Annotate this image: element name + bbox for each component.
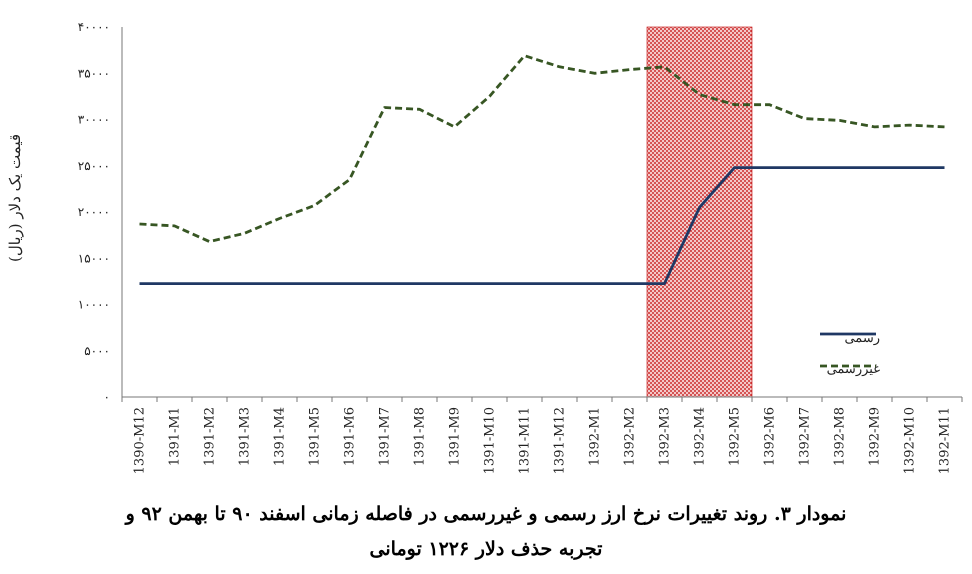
x-tick-label: 1391-M12 — [553, 407, 568, 474]
line-chart: ۰ ۵۰۰۰ ۱۰۰۰۰ ۱۵۰۰۰ ۲۰۰۰۰ ۲۵۰۰۰ ۳۰۰۰۰ ۳۵۰۰۰ ۴۰۰۰۰… — [6, 20, 963, 474]
x-tick-label: 1392-M4 — [693, 407, 708, 466]
highlighted-period — [646, 26, 753, 398]
y-tick-label: ۳۰۰۰۰ — [78, 113, 110, 127]
x-tick-label: 1392-M3 — [658, 407, 673, 466]
legend-label-unofficial: غیررسمی — [827, 362, 881, 377]
figure-caption-line-2: تجربه حذف دلار ۱۲۲۶ تومانی — [369, 538, 603, 560]
x-tick-label: 1391-M10 — [483, 407, 498, 474]
x-tick-label: 1391-M6 — [343, 407, 358, 466]
y-tick-label: ۵۰۰۰ — [84, 344, 110, 358]
y-axis-label: قیمت یک دلار (ریال) — [6, 134, 24, 262]
y-tick-label: ۳۵۰۰۰ — [78, 66, 110, 80]
x-tick-label: 1391-M8 — [413, 407, 428, 466]
x-tick-label: 1391-M7 — [378, 407, 393, 466]
x-tick-label: 1391-M11 — [518, 407, 533, 474]
x-tick-label: 1392-M8 — [833, 407, 848, 466]
legend-label-official: رسمی — [844, 331, 880, 346]
x-tick-label: 1391-M4 — [273, 407, 288, 466]
x-tick-label: 1390-M12 — [133, 407, 148, 474]
y-tick-label: ۲۰۰۰۰ — [78, 205, 110, 219]
y-tick-label: ۱۵۰۰۰ — [78, 251, 110, 265]
x-tick-label: 1392-M11 — [938, 407, 953, 474]
x-tick-label: 1391-M2 — [203, 407, 218, 466]
x-tick-label: 1391-M3 — [238, 407, 253, 466]
official-rate-line — [139, 166, 945, 285]
unofficial-rate-line — [139, 54, 945, 243]
x-tick-label: 1392-M10 — [903, 407, 918, 474]
y-tick-label: ۴۰۰۰۰ — [78, 20, 110, 34]
legend: رسمی غیررسمی — [820, 331, 880, 377]
y-tick-label: ۱۰۰۰۰ — [78, 298, 110, 312]
x-tick-label: 1391-M9 — [448, 407, 463, 466]
y-tick-label: ۲۵۰۰۰ — [78, 159, 110, 173]
x-tick-label: 1391-M5 — [308, 407, 323, 466]
x-tick-label: 1392-M6 — [763, 407, 778, 466]
y-tick-label: ۰ — [104, 390, 110, 404]
x-tick-label: 1392-M2 — [623, 407, 638, 466]
x-tick-label: 1392-M9 — [868, 407, 883, 466]
x-tick-label: 1392-M7 — [798, 407, 813, 466]
x-tick-label: 1392-M5 — [728, 407, 743, 466]
x-tick-label: 1392-M1 — [588, 407, 603, 466]
x-tick-label: 1391-M1 — [168, 407, 183, 466]
figure-caption-line-1: نمودار ۳. روند تغییرات نرخ ارز رسمی و غی… — [125, 503, 847, 525]
